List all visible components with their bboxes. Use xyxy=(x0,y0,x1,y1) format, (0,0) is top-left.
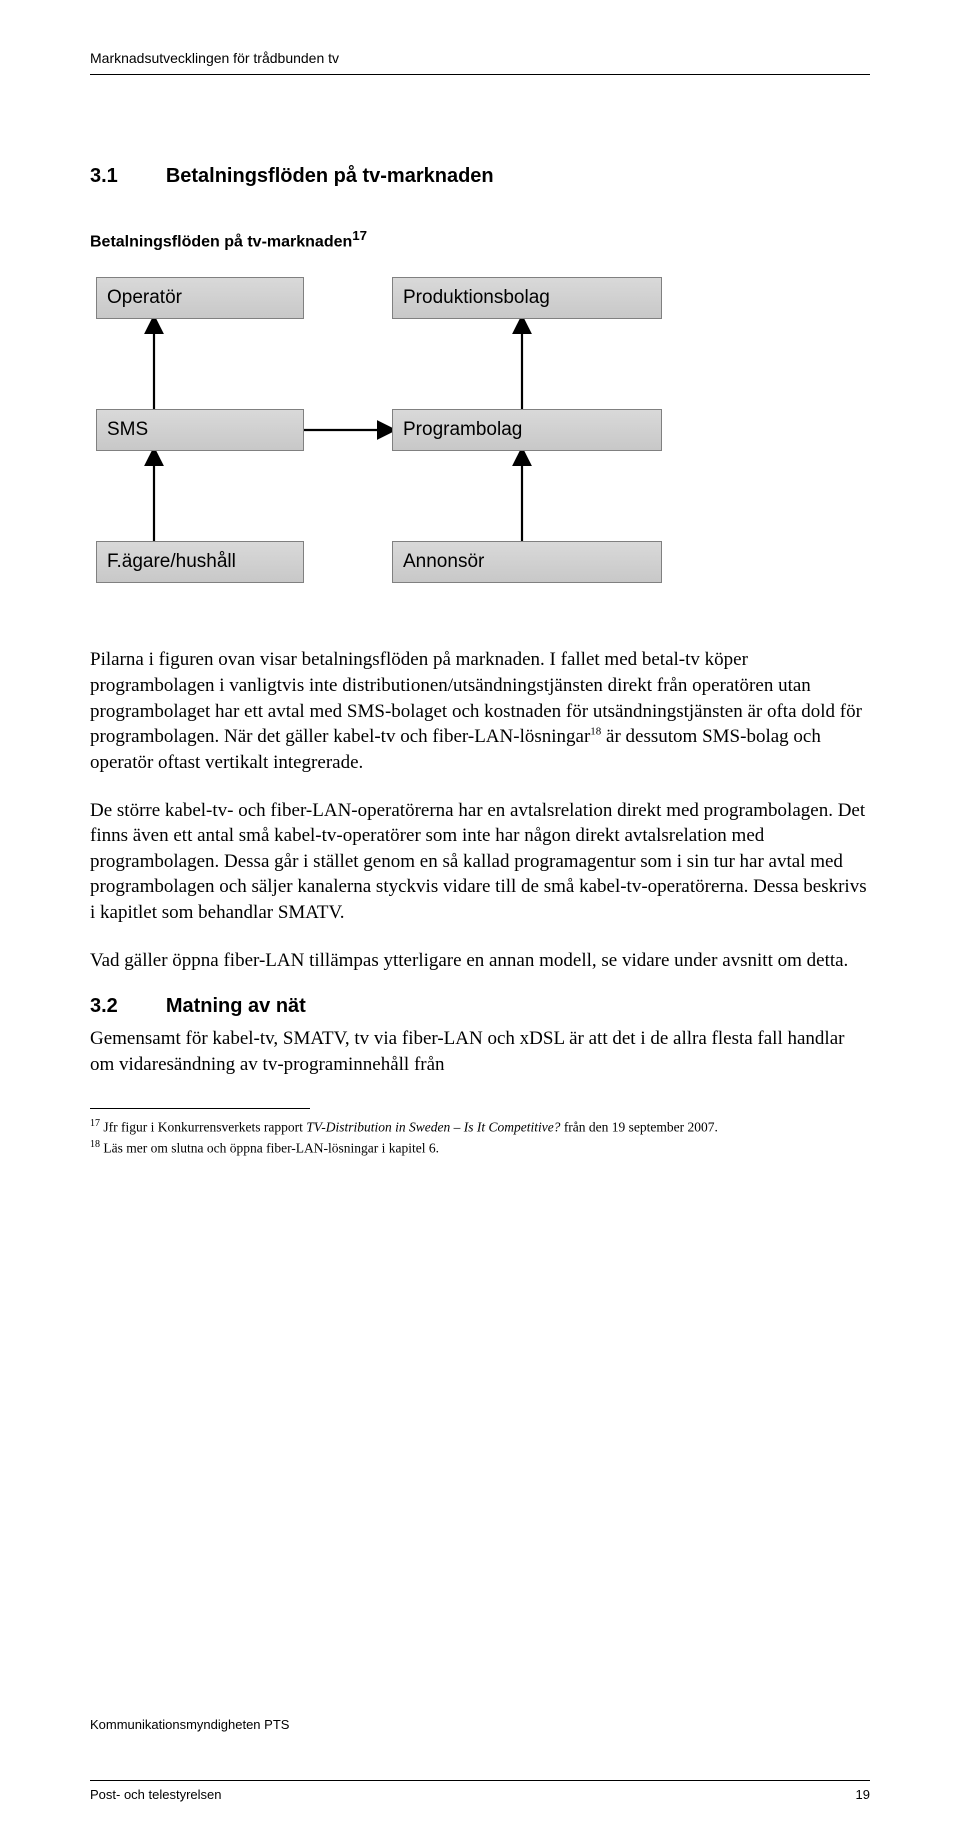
running-header: Marknadsutvecklingen för trådbunden tv xyxy=(90,50,870,75)
footnote-18-num: 18 xyxy=(90,1139,100,1150)
section-number: 3.1 xyxy=(90,165,118,188)
footnote-18: 18 Läs mer om slutna och öppna fiber-LAN… xyxy=(90,1138,870,1158)
figure-caption-text: Betalningsflöden på tv-marknaden xyxy=(90,233,352,250)
footnote-17-em: TV-Distribution in Sweden – Is It Compet… xyxy=(306,1119,560,1134)
section-title: Betalningsflöden på tv-marknaden xyxy=(166,165,494,187)
section-number: 3.2 xyxy=(90,995,118,1018)
paragraph-1: Pilarna i figuren ovan visar betalningsf… xyxy=(90,647,870,775)
footnote-ref-18: 18 xyxy=(590,726,601,738)
footer-agency: Kommunikationsmyndigheten PTS xyxy=(90,1717,870,1732)
payment-flows-diagram: Operatör Produktionsbolag SMS Programbol… xyxy=(90,277,710,607)
node-label: SMS xyxy=(107,419,148,441)
section-title: Matning av nät xyxy=(166,995,306,1017)
node-produktionsbolag: Produktionsbolag xyxy=(392,277,662,319)
node-sms: SMS xyxy=(96,409,304,451)
page-number: 19 xyxy=(856,1787,870,1802)
footnote-17-num: 17 xyxy=(90,1118,100,1129)
footnote-17: 17 Jfr figur i Konkurrensverkets rapport… xyxy=(90,1117,870,1137)
footer-left: Post- och telestyrelsen xyxy=(90,1787,222,1802)
figure-caption: Betalningsflöden på tv-marknaden17 xyxy=(90,228,870,251)
node-label: Annonsör xyxy=(403,551,484,573)
footnote-separator xyxy=(90,1108,310,1109)
node-hushall: F.ägare/hushåll xyxy=(96,541,304,583)
section-heading-3-1: 3.1 Betalningsflöden på tv-marknaden xyxy=(90,165,870,188)
figure-caption-footnote-ref: 17 xyxy=(352,228,367,243)
node-label: Programbolag xyxy=(403,419,522,441)
node-programbolag: Programbolag xyxy=(392,409,662,451)
footnote-17-text-a: Jfr figur i Konkurrensverkets rapport xyxy=(100,1119,306,1134)
paragraph-4: Gemensamt för kabel-tv, SMATV, tv via fi… xyxy=(90,1026,870,1077)
footnote-18-text: Läs mer om slutna och öppna fiber-LAN-lö… xyxy=(100,1141,439,1156)
node-label: Produktionsbolag xyxy=(403,287,550,309)
node-annonsor: Annonsör xyxy=(392,541,662,583)
page-footer: Kommunikationsmyndigheten PTS Post- och … xyxy=(90,1717,870,1802)
paragraph-3: Vad gäller öppna fiber-LAN tillämpas ytt… xyxy=(90,948,870,974)
paragraph-2: De större kabel-tv- och fiber-LAN-operat… xyxy=(90,798,870,926)
footnote-17-text-b: från den 19 september 2007. xyxy=(560,1119,717,1134)
section-heading-3-2: 3.2 Matning av nät xyxy=(90,995,870,1018)
node-label: F.ägare/hushåll xyxy=(107,551,236,573)
node-operator: Operatör xyxy=(96,277,304,319)
node-label: Operatör xyxy=(107,287,182,309)
